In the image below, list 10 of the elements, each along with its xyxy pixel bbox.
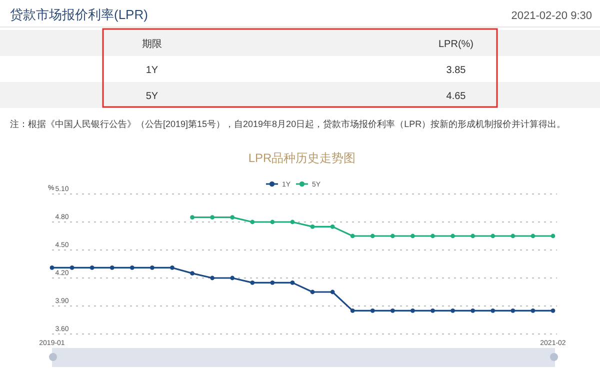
text: 注：根据《中国人民银行公告》（公告[2019]第15号），自2019年8月20日起，贷款市场报价利率（LPR）按新的形成机制报价并计算得出。 <box>10 119 566 129</box>
text: 1Y <box>146 65 158 76</box>
text: 4.65 <box>446 91 466 102</box>
text: 贷款市场报价利率(LPR) <box>10 7 148 22</box>
text: 期限 <box>142 38 162 50</box>
text: LPR(%) <box>438 39 474 50</box>
text: 3.85 <box>446 65 466 76</box>
text: 5Y <box>146 91 158 102</box>
chart-title: LPR品种历史走势图 <box>248 151 356 165</box>
text: 2021-02-20 9:30 <box>511 10 592 22</box>
